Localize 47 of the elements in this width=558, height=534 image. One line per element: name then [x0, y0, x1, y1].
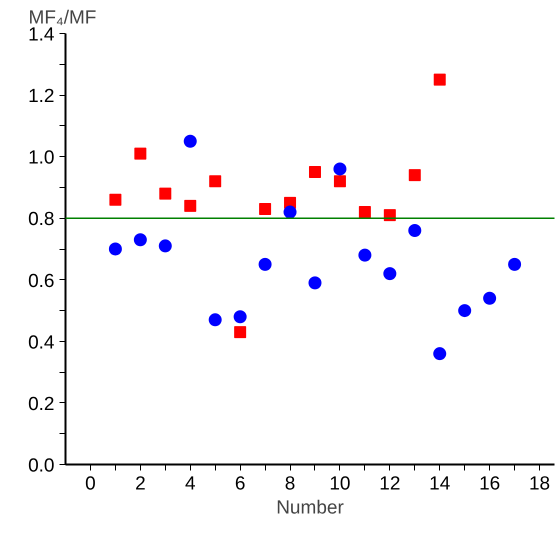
- point: [383, 267, 396, 280]
- point: [158, 239, 172, 252]
- point: [234, 310, 247, 324]
- point: [434, 74, 446, 86]
- y-tick-label: 0.6: [28, 270, 55, 292]
- x-axis-title: Number: [276, 498, 344, 518]
- x-tick-label: 8: [284, 474, 296, 494]
- point: [208, 313, 222, 326]
- point: [334, 175, 346, 188]
- y-tick-label: 0.2: [28, 394, 55, 415]
- x-tick-label: 12: [379, 474, 400, 494]
- x-tick-label: 2: [135, 474, 146, 494]
- point: [134, 233, 147, 246]
- point: [234, 326, 246, 338]
- point: [258, 258, 272, 271]
- x-tick-label: 16: [479, 474, 500, 494]
- x-tick-label: 18: [528, 474, 550, 494]
- x-tick-label: 4: [184, 474, 196, 494]
- point: [358, 206, 371, 218]
- point: [308, 276, 322, 290]
- y-tick-label: 0.0: [28, 456, 55, 476]
- x-tick-label: 0: [85, 474, 96, 494]
- point: [433, 347, 446, 360]
- point: [308, 166, 321, 178]
- point: [184, 200, 196, 212]
- y-tick-label: 0.4: [28, 332, 55, 354]
- point: [184, 134, 197, 148]
- y-tick-label: 0.8: [28, 209, 55, 230]
- point: [284, 206, 297, 219]
- point: [333, 162, 346, 176]
- point: [108, 242, 122, 256]
- y-tick-label: 1.0: [28, 148, 55, 169]
- point: [109, 194, 122, 206]
- point: [408, 224, 422, 238]
- point: [408, 169, 421, 182]
- point: [358, 248, 372, 262]
- point: [508, 258, 522, 271]
- x-tick-label: 10: [329, 474, 351, 494]
- y-tick-label: 1.2: [28, 86, 55, 108]
- point: [209, 175, 222, 188]
- x-tick-label: 14: [429, 474, 451, 494]
- point: [259, 202, 272, 215]
- point: [483, 292, 496, 305]
- x-tick-label: 6: [234, 474, 246, 494]
- point: [159, 188, 172, 200]
- point: [134, 148, 146, 160]
- point: [458, 304, 472, 318]
